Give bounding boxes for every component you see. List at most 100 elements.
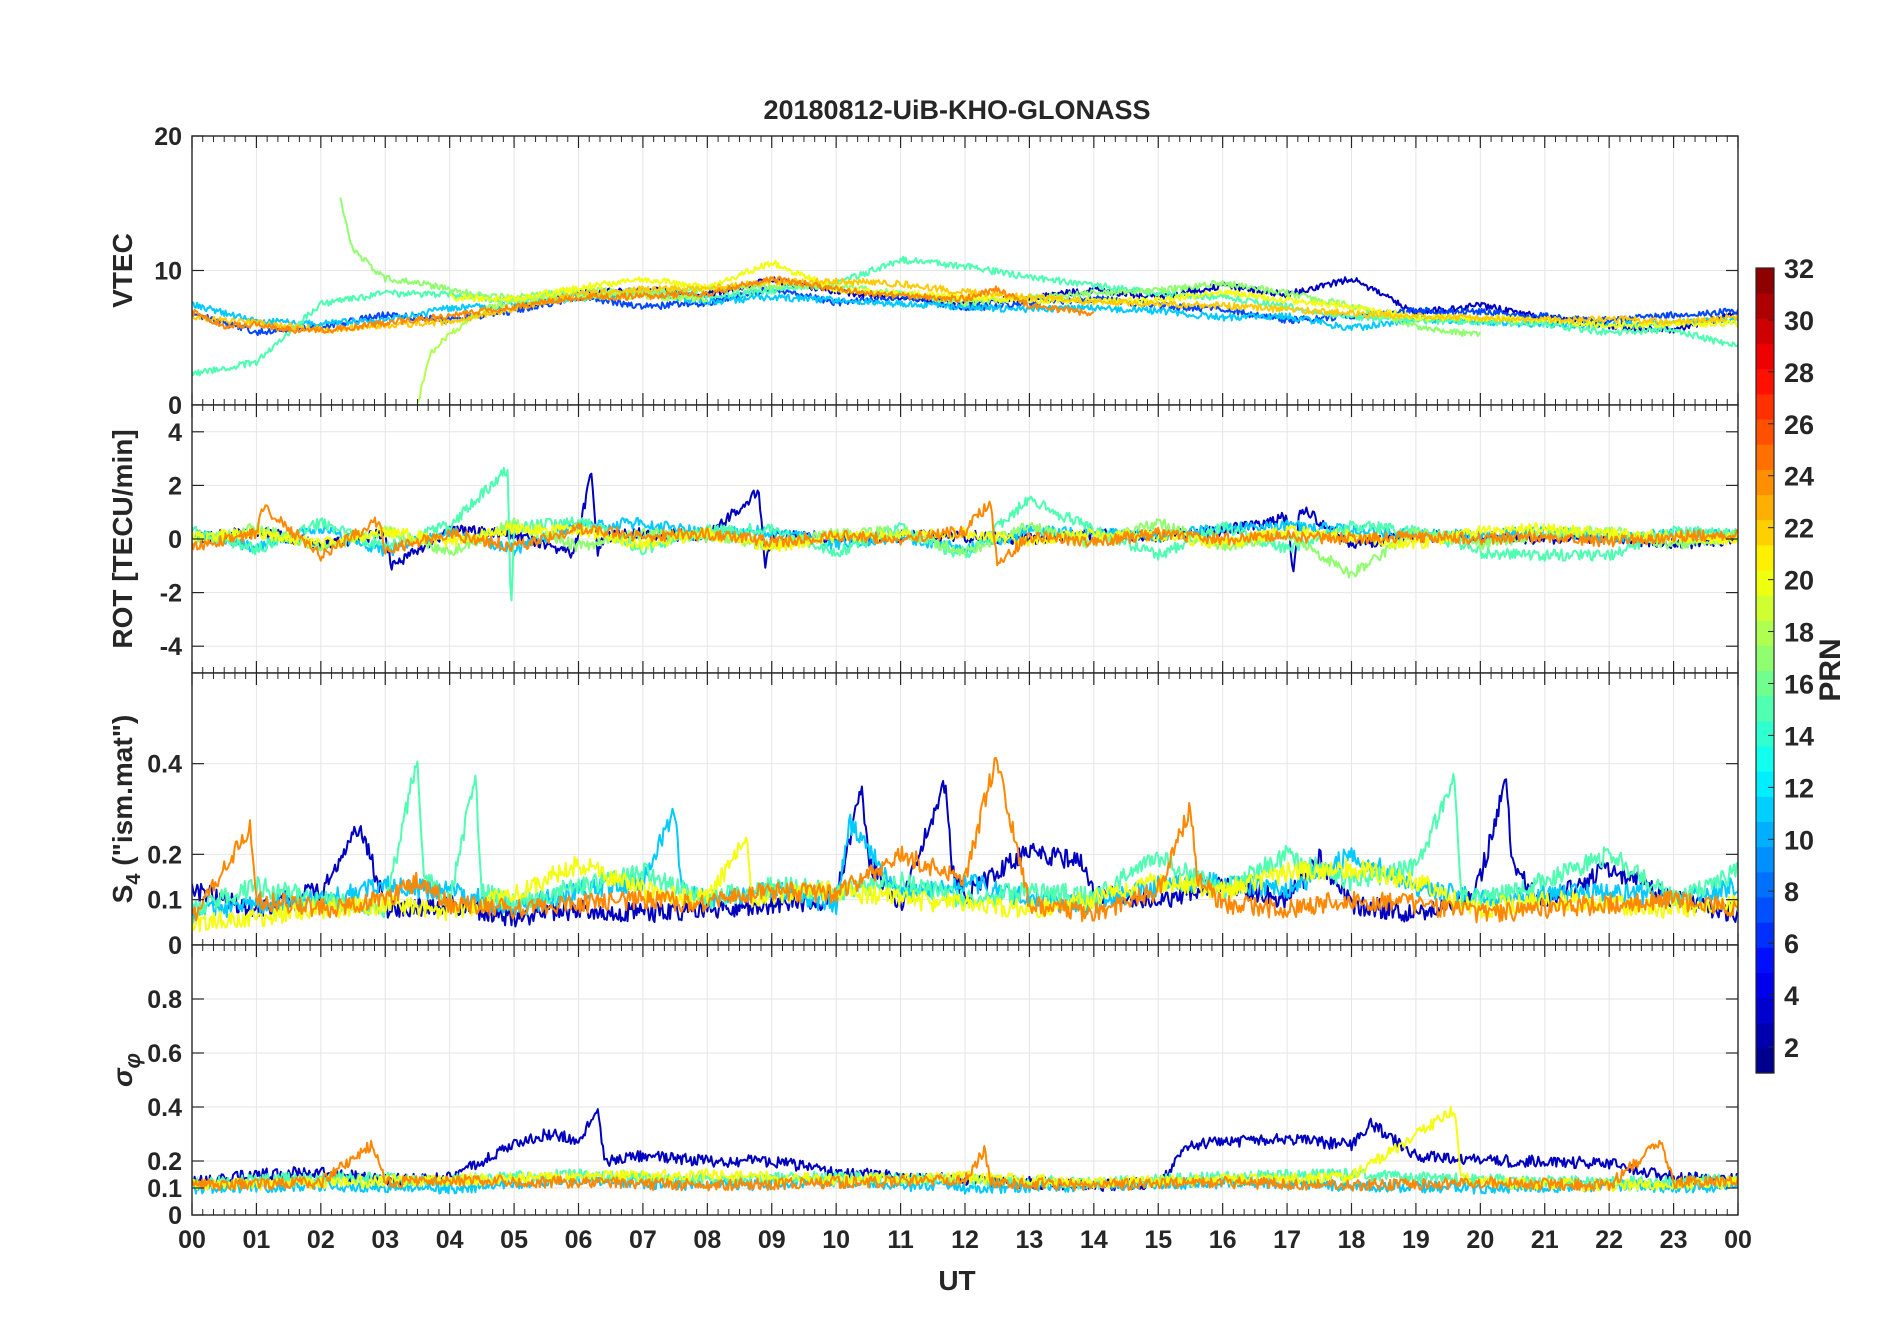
series-line-prn-24 [192,275,1095,334]
colorbar-band [1756,745,1774,772]
colorbar-band [1756,846,1774,873]
colorbar-band [1756,771,1774,797]
x-tick-label: 19 [1402,1226,1430,1254]
x-tick-label: 07 [629,1226,657,1254]
y-tick-label: -2 [160,580,182,608]
x-tick-label: 06 [565,1226,593,1254]
x-tick-label: 17 [1273,1226,1301,1254]
x-tick-label: 04 [436,1226,464,1254]
colorbar-band [1756,544,1774,571]
x-tick-label: 13 [1016,1226,1044,1254]
panel-vtec: 0 10 20 VTEC [107,123,1739,420]
colorbar-band [1756,393,1774,420]
series-line-prn-7 [192,285,1738,337]
colorbar-band [1756,444,1774,470]
x-tick-label: 15 [1144,1226,1172,1254]
y-tick-label: 0.2 [147,841,182,869]
colorbar-tick-label: 16 [1784,669,1814,699]
colorbar-tick-label: 14 [1784,721,1814,751]
colorbar-tick-label: 26 [1784,410,1814,440]
x-tick-label: 01 [243,1226,271,1254]
colorbar-tick-label: 28 [1784,358,1814,388]
colorbar-band [1756,896,1774,923]
y-axis-label: VTEC [107,233,138,308]
series-line-prn-15 [192,255,1738,377]
colorbar-band [1756,318,1774,345]
x-tick-label: 03 [371,1226,399,1254]
y-tick-label: 0.8 [147,986,182,1014]
colorbar-band [1756,1047,1774,1074]
series-line-prn-17 [192,517,1738,579]
x-tick-label: 02 [307,1226,335,1254]
colorbar-band [1756,922,1774,948]
colorbar-band [1756,343,1774,370]
colorbar-band [1756,569,1774,596]
colorbar-band [1756,796,1774,823]
x-tick-label: 00 [178,1226,206,1254]
colorbar-tick-label: 32 [1784,254,1814,284]
colorbar-label: PRN [1814,638,1847,701]
colorbar-tick-label: 2 [1784,1033,1799,1063]
x-tick-label: 05 [500,1226,528,1254]
colorbar-band [1756,494,1774,521]
y-tick-label: 0 [168,932,182,960]
colorbar-tick-label: 30 [1784,306,1814,336]
colorbar-band [1756,720,1774,747]
y-tick-label: 0 [168,1202,182,1230]
colorbar-tick-label: 20 [1784,566,1814,596]
x-tick-label: 09 [758,1226,786,1254]
colorbar-band [1756,519,1774,546]
colorbar-tick-label: 6 [1784,929,1799,959]
colorbar-tick-label: 18 [1784,618,1814,648]
colorbar-band [1756,997,1774,1024]
y-tick-label: 0.6 [147,1040,182,1068]
colorbar-tick-label: 24 [1784,462,1814,492]
x-axis: 00 01 02 03 04 05 06 07 08 09 10 11 12 13 14 15 16 17 18 19… [178,1226,1752,1254]
y-tick-label: 0 [168,392,182,420]
series-group [192,1105,1738,1195]
x-tick-label: 21 [1531,1226,1559,1254]
colorbar-tick-label: 12 [1784,773,1814,803]
x-tick-label: 23 [1660,1226,1688,1254]
y-tick-label: 10 [154,258,182,286]
x-tick-label: 14 [1080,1226,1108,1254]
colorbar-band [1756,670,1774,697]
x-tick-label: 12 [951,1226,979,1254]
colorbar-band [1756,595,1774,621]
y-axis-label: S4 ("ism.mat") [107,715,145,904]
y-tick-label: 0 [168,526,182,554]
panel-sigma: 00.10.2 0.4 0.6 0.8 σφ [107,944,1739,1230]
colorbar-band [1756,268,1774,294]
y-tick-label: 0.1 [147,887,182,915]
x-tick-label: 22 [1595,1226,1623,1254]
y-tick-label: 0.1 [147,1175,182,1203]
colorbar-tick-label: 4 [1784,981,1799,1011]
colorbar-band [1756,645,1774,672]
colorbar-tick-label: 22 [1784,514,1814,544]
x-tick-label: 08 [693,1226,721,1254]
colorbar-tick-label: 8 [1784,877,1799,907]
colorbar-band [1756,620,1774,646]
colorbar-frame [1755,267,1775,1074]
series-line-prn-22 [192,277,1738,334]
panel-s4: 0 0.1 0.2 0.4S4 ("ism.mat") [107,672,1739,960]
colorbar-band [1756,1022,1774,1049]
y-tick-label: 0.2 [147,1148,182,1176]
colorbar-band [1756,972,1774,999]
colorbar-band [1756,418,1774,445]
y-tick-label: 0.4 [147,1094,182,1122]
y-tick-label: -4 [160,633,182,661]
x-tick-label: 20 [1466,1226,1494,1254]
series-group [192,466,1738,602]
series-group [192,197,1738,404]
series-group [192,757,1738,933]
colorbar-band [1756,871,1774,898]
panel-rot: -4 -2 0 2 4 ROT [TECU/min] [107,404,1739,674]
chart-title: 20180812-UiB-KHO-GLONASS [763,95,1150,125]
x-axis-label: UT [938,1265,975,1296]
x-tick-label: 00 [1724,1226,1752,1254]
y-tick-label: 20 [154,123,182,151]
